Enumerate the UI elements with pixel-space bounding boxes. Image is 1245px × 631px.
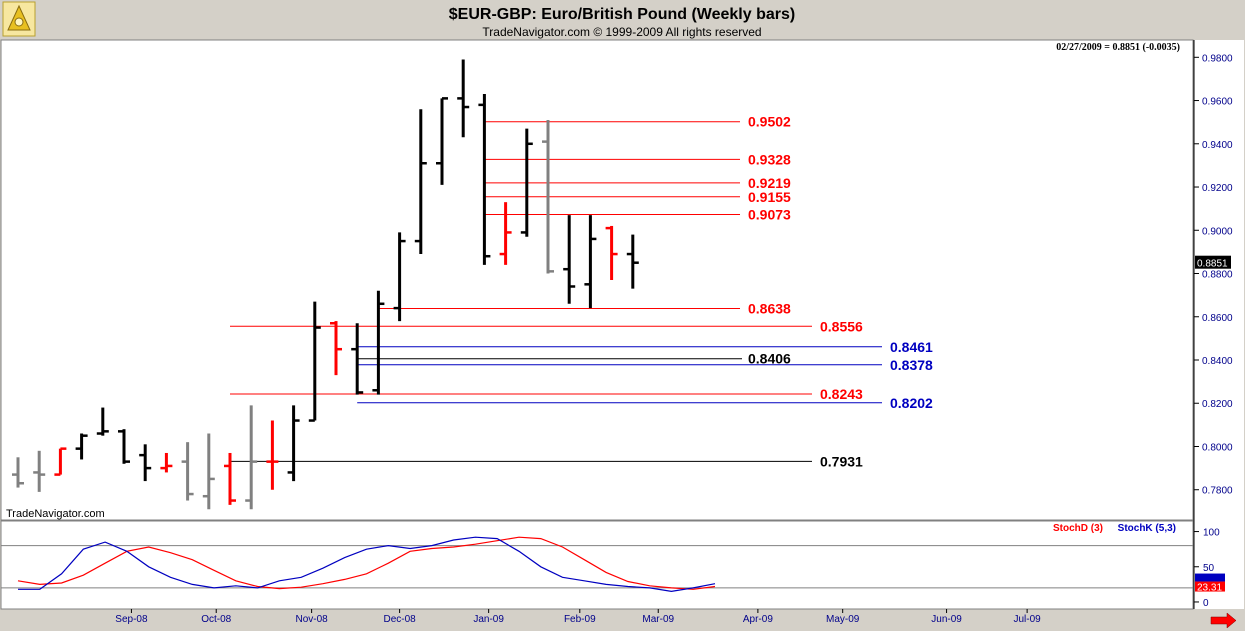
price-tick-label: 0.9200	[1202, 183, 1233, 194]
level-label: 0.9155	[748, 189, 791, 205]
stoch-d-value-box	[1195, 581, 1225, 592]
price-panel	[0, 39, 1194, 521]
last-quote-text: 02/27/2009 = 0.8851 (-0.0035)	[1056, 42, 1180, 53]
level-label: 0.8243	[820, 386, 863, 402]
stoch-k-value-box	[1195, 573, 1225, 582]
time-tick-label: Jul-09	[1013, 614, 1041, 625]
time-tick-label: Sep-08	[115, 614, 148, 625]
time-tick-label: Apr-09	[743, 614, 773, 625]
chart-title: $EUR-GBP: Euro/British Pound (Weekly bar…	[449, 6, 795, 23]
level-label: 0.7931	[820, 453, 863, 469]
stoch-series-line	[18, 536, 716, 593]
time-tick-label: Jun-09	[931, 614, 962, 625]
price-tick-label: 0.9000	[1202, 226, 1233, 237]
stoch-tick-label: 0	[1203, 598, 1209, 609]
stoch-value-label: 23.31	[1197, 583, 1222, 594]
stoch-tick-label: 50	[1203, 563, 1215, 574]
stochastic-panel	[0, 520, 1194, 610]
level-label: 0.8556	[820, 318, 863, 334]
stoch-legend-d: StochD (3)	[1053, 523, 1103, 534]
price-tick-label: 0.7800	[1202, 486, 1233, 497]
price-tick-label: 0.8600	[1202, 313, 1233, 324]
level-label: 0.8202	[890, 395, 933, 411]
time-tick-label: Jan-09	[473, 614, 504, 625]
level-label: 0.9328	[748, 151, 791, 167]
level-label: 0.8378	[890, 357, 933, 373]
current-price-label: 0.8851	[1197, 259, 1228, 270]
time-axis: Sep-08 Oct-08 Nov-08 Dec-08 Jan-09 Feb-09 Mar-…	[115, 609, 1041, 625]
price-chart: 0.7800 0.8000 0.8200 0.8400 0.8600 0.8800 0.90…	[12, 53, 1233, 510]
time-tick-label: Nov-08	[295, 614, 328, 625]
price-tick-label: 0.8200	[1202, 399, 1233, 410]
price-tick-label: 0.8400	[1202, 356, 1233, 367]
level-label: 0.9219	[748, 175, 791, 191]
price-tick-label: 0.8000	[1202, 442, 1233, 453]
time-tick-label: Dec-08	[383, 614, 416, 625]
trade-navigator-logo-icon	[2, 1, 36, 37]
scroll-right-arrow-icon[interactable]	[1208, 612, 1238, 629]
stoch-series-line	[17, 536, 716, 590]
current-price-box	[1195, 255, 1231, 269]
level-label: 0.9502	[748, 114, 791, 130]
price-tick-label: 0.9600	[1202, 97, 1233, 108]
price-tick-label: 0.9800	[1202, 53, 1233, 64]
level-label: 0.8638	[748, 301, 791, 317]
time-tick-label: Oct-08	[201, 614, 231, 625]
stoch-legend-k: StochK (5,3)	[1118, 523, 1176, 534]
level-label: 0.9073	[748, 206, 791, 222]
level-label: 0.8461	[890, 339, 933, 355]
stochastic-chart: 0 50 100 StochD (3) StochK (5,3) 23.31	[1, 523, 1225, 609]
watermark-text: TradeNavigator.com	[6, 508, 105, 520]
level-label: 0.8406	[748, 351, 791, 367]
price-axis-area	[1194, 40, 1244, 609]
price-tick-label: 0.8800	[1202, 270, 1233, 281]
price-tick-label: 0.9400	[1202, 140, 1233, 151]
copyright-text: TradeNavigator.com © 1999-2009 All right…	[482, 25, 761, 39]
time-tick-label: Mar-09	[642, 614, 674, 625]
time-tick-label: May-09	[826, 614, 860, 625]
stoch-tick-label: 100	[1203, 528, 1220, 539]
time-tick-label: Feb-09	[564, 614, 596, 625]
